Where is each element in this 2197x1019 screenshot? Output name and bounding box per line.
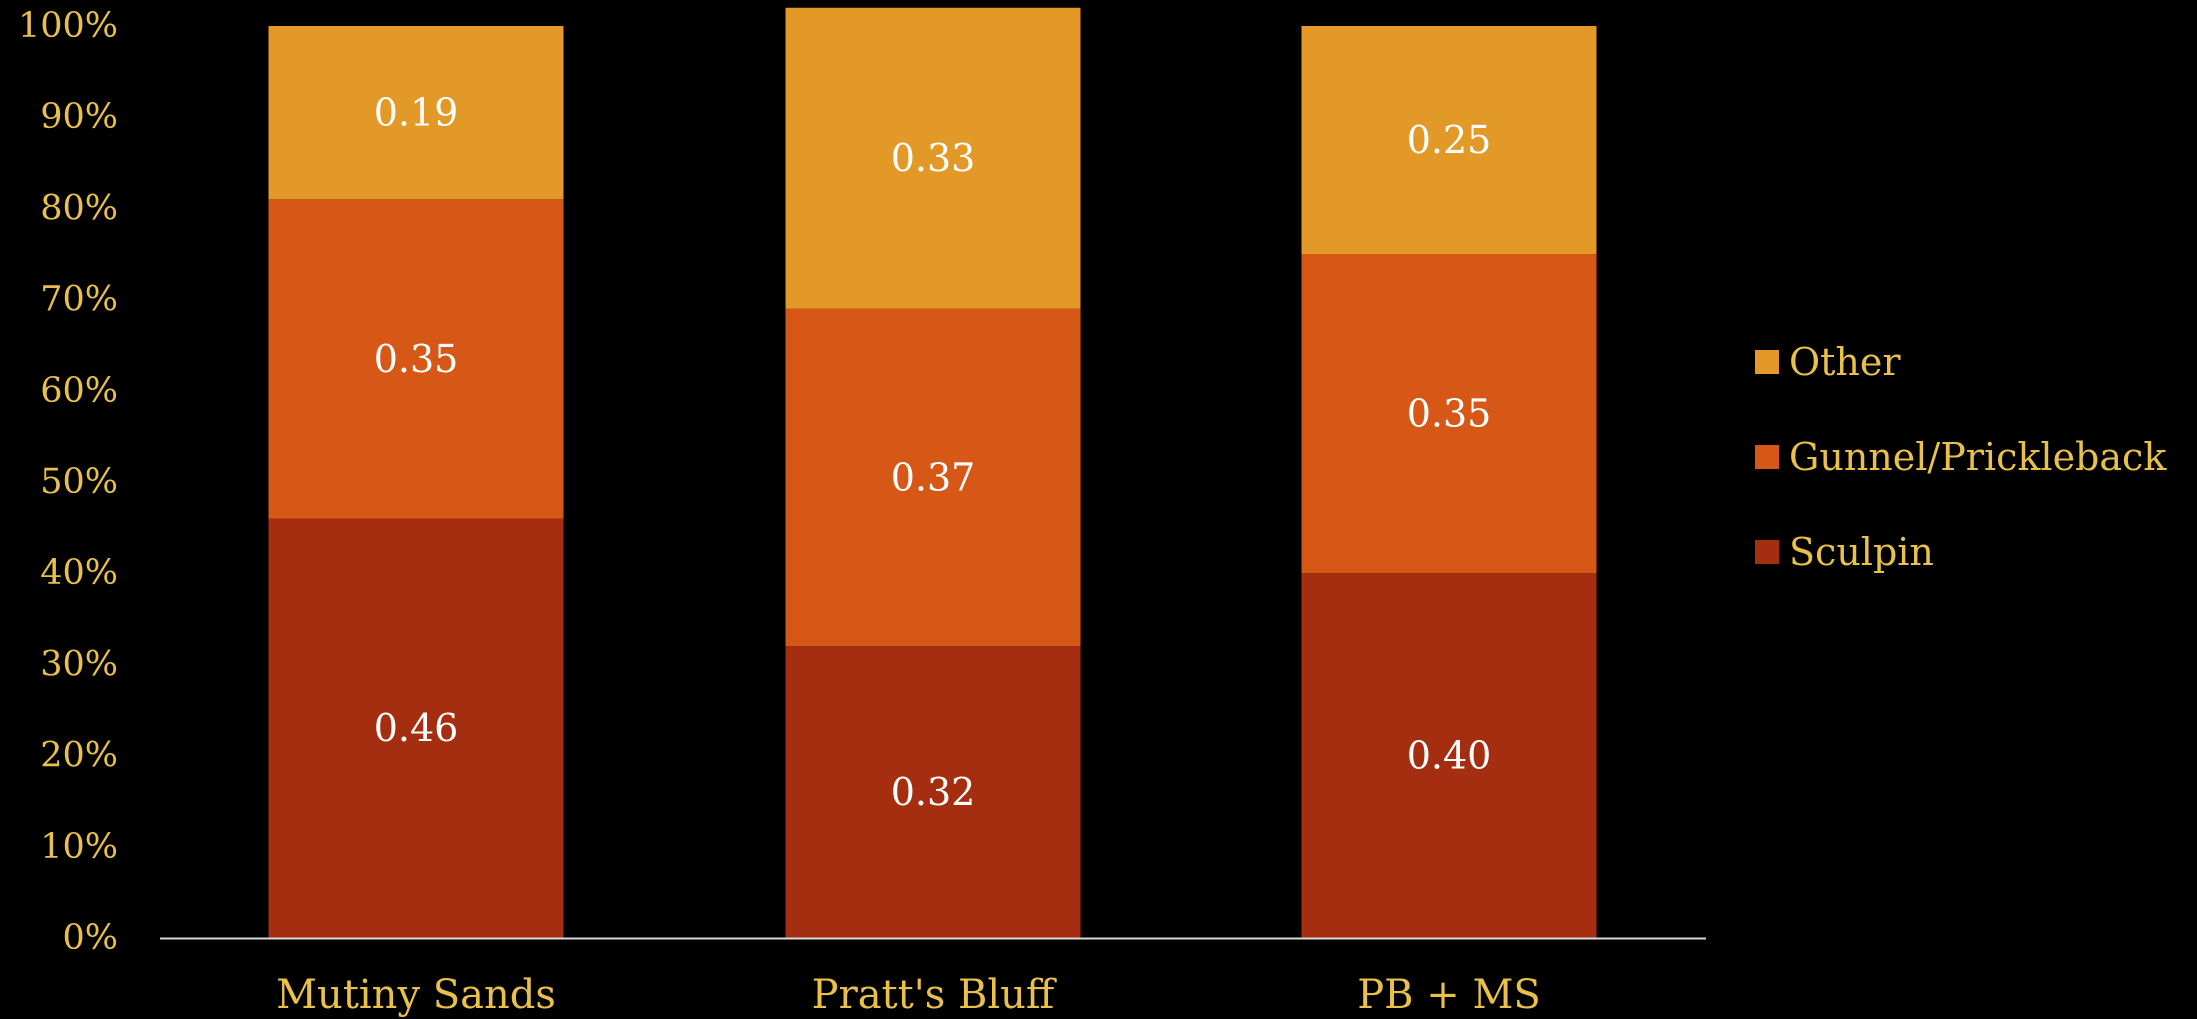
y-tick-label: 30% <box>40 644 118 684</box>
bar-segment <box>1301 26 1597 254</box>
data-label: 0.35 <box>1407 392 1492 436</box>
x-axis-labels: Mutiny Sands Pratt's Bluff PB + MS <box>276 972 1541 1018</box>
bar-segment <box>785 308 1081 647</box>
bar-segment <box>1301 254 1597 574</box>
bar-segment <box>268 199 564 519</box>
data-label: 0.25 <box>1407 118 1492 162</box>
bar-segment <box>1301 573 1597 938</box>
y-tick-label: 40% <box>40 553 118 593</box>
legend-swatch <box>1755 350 1779 374</box>
y-tick-label: 70% <box>40 280 118 320</box>
x-category-label: Pratt's Bluff <box>812 972 1057 1018</box>
data-label: 0.19 <box>374 91 459 135</box>
x-category-label: Mutiny Sands <box>276 972 556 1018</box>
y-tick-label: 80% <box>40 188 118 228</box>
y-tick-label: 20% <box>40 736 118 776</box>
bar-segment <box>785 7 1081 309</box>
legend-label: Sculpin <box>1789 530 1934 574</box>
y-tick-label: 10% <box>40 827 118 867</box>
data-label: 0.40 <box>1407 734 1492 778</box>
y-axis-ticks: 0% 10% 20% 30% 40% 50% 60% 70% 80% 90% 100% <box>18 6 118 958</box>
bar-segment <box>785 646 1081 938</box>
data-label: 0.32 <box>891 770 976 814</box>
data-label: 0.37 <box>891 455 976 499</box>
y-tick-label: 60% <box>40 371 118 411</box>
data-label: 0.33 <box>891 136 976 180</box>
legend: Other Gunnel/Prickleback Sculpin <box>1755 340 2167 574</box>
data-label: 0.46 <box>374 706 459 750</box>
y-tick-label: 50% <box>40 462 118 502</box>
data-label: 0.35 <box>374 337 459 381</box>
y-tick-label: 100% <box>18 6 118 46</box>
legend-swatch <box>1755 540 1779 564</box>
y-tick-label: 0% <box>62 918 118 958</box>
bars: 0.46 0.35 0.19 0.32 0.37 0.33 0.40 0.35 0.25 <box>268 7 1597 938</box>
legend-label: Other <box>1789 340 1901 384</box>
bar-segment <box>268 518 564 938</box>
x-category-label: PB + MS <box>1357 972 1541 1018</box>
legend-label: Gunnel/Prickleback <box>1789 435 2167 479</box>
y-tick-label: 90% <box>40 97 118 137</box>
legend-swatch <box>1755 445 1779 469</box>
bar-segment <box>268 26 564 200</box>
